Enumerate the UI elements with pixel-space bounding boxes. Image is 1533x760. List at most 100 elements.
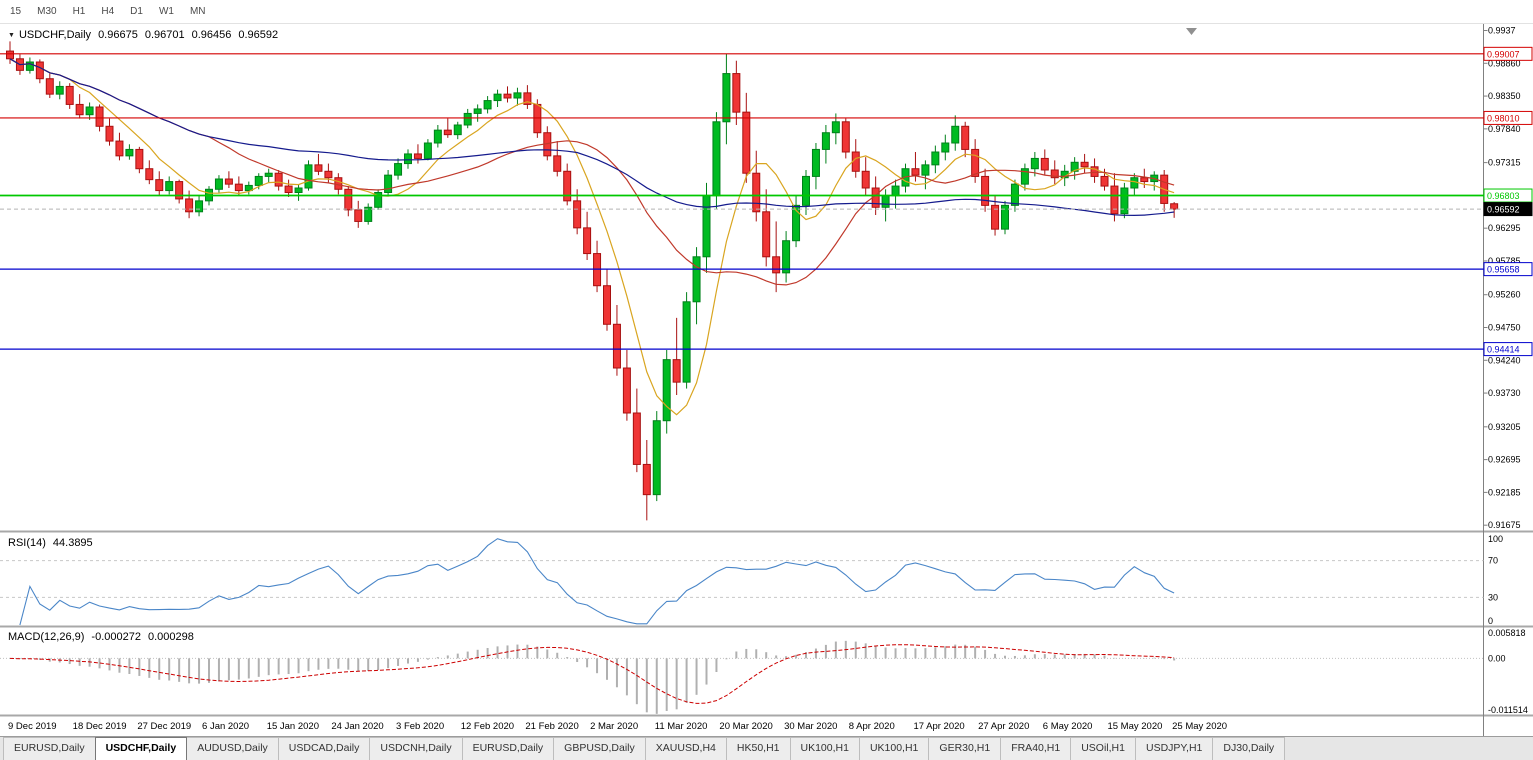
chart-tab[interactable]: FRA40,H1 <box>1000 737 1072 760</box>
chart-tab[interactable]: XAUUSD,H4 <box>644 737 727 760</box>
rsi-line <box>19 538 1175 626</box>
candle-up <box>125 148 134 157</box>
candle-down <box>732 73 741 113</box>
pane-splitter[interactable] <box>0 625 1533 628</box>
candle-down <box>861 170 870 189</box>
candle-down <box>841 121 850 153</box>
symbol-dropdown-icon[interactable]: ▼ <box>8 32 15 39</box>
chart-tab[interactable]: USDJPY,H1 <box>1134 737 1214 760</box>
price-axis-label: 0.95785 <box>1488 256 1521 266</box>
price-axis-label: 0.98350 <box>1488 91 1521 101</box>
chart-ohlc-header: ▼ USDCHF,Daily 0.96675 0.96701 0.96456 0.9659… <box>8 29 278 41</box>
chart-tab[interactable]: AUDUSD,Daily <box>186 737 279 760</box>
pane-splitter[interactable] <box>0 714 1533 717</box>
chart-tab[interactable]: UK100,H1 <box>789 737 860 760</box>
timeframe-toolbar: 15 M30 H1 H4 D1 W1 MN <box>0 0 1533 24</box>
candle-down <box>632 412 641 465</box>
chart-tab[interactable]: USDCAD,Daily <box>277 737 371 760</box>
candle-down <box>344 188 353 211</box>
candle-up <box>165 181 174 192</box>
candle-down <box>354 209 363 222</box>
chart-tab[interactable]: EURUSD,Daily <box>3 737 96 760</box>
chart-tab[interactable]: EURUSD,Daily <box>461 737 555 760</box>
rsi-label: RSI(14) <box>8 537 46 549</box>
date-axis-label: 3 Feb 2020 <box>396 721 444 732</box>
candle-down <box>413 153 422 159</box>
candle-down <box>772 256 781 274</box>
candle-up <box>1020 168 1029 185</box>
macd-axis-label: -0.011514 <box>1488 705 1528 715</box>
chart-window: 0.9937 0.98860 0.98350 0.97840 0.97315 0.9629… <box>0 24 1533 736</box>
pane-splitter[interactable] <box>0 530 1533 533</box>
candle-up <box>254 175 263 186</box>
candle-down <box>75 103 84 116</box>
chart-tab[interactable]: UK100,H1 <box>858 737 930 760</box>
candle-up <box>404 153 412 165</box>
candle-up <box>652 420 661 496</box>
candle-up <box>513 92 522 99</box>
candle-up <box>195 200 204 213</box>
price-level-tag <box>1483 342 1533 357</box>
candle-down <box>563 170 572 202</box>
candle-down <box>185 198 194 213</box>
rsi-indicator-header: RSI(14) 44.3895 <box>8 537 93 549</box>
timeframe-button-h1[interactable]: H1 <box>72 6 86 17</box>
candle-down <box>553 155 562 172</box>
price-level-tag-label: 0.94414 <box>1487 345 1520 355</box>
date-axis-label: 25 May 2020 <box>1172 721 1227 732</box>
candle-up <box>214 178 223 190</box>
chart-tab[interactable]: DJ30,Daily <box>1212 737 1286 760</box>
date-axis-label: 17 Apr 2020 <box>913 721 964 732</box>
candle-up <box>493 93 502 102</box>
price-axis-label: 0.92185 <box>1488 487 1521 497</box>
timeframe-button-h4[interactable]: H4 <box>101 6 115 17</box>
candle-down <box>6 50 14 60</box>
candle-up <box>1001 204 1009 230</box>
chart-tab[interactable]: USDCHF,Daily <box>94 737 188 760</box>
candle-up <box>364 206 373 222</box>
candle-down <box>991 204 1000 230</box>
date-axis-label: 6 Jan 2020 <box>202 721 249 732</box>
date-axis-label: 27 Dec 2019 <box>137 721 191 732</box>
timeframe-button-m30[interactable]: M30 <box>37 6 57 17</box>
price-level-tag <box>1483 110 1533 125</box>
price-chart-canvas[interactable]: 0.9937 0.98860 0.98350 0.97840 0.97315 0.9629… <box>0 24 1533 736</box>
candle-down <box>762 211 771 258</box>
chart-tab[interactable]: GBPUSD,Daily <box>553 737 646 760</box>
candle-down <box>135 148 144 170</box>
candle-up <box>483 100 492 110</box>
chart-tab[interactable]: USDCNH,Daily <box>369 737 463 760</box>
candle-up <box>374 192 383 208</box>
rsi-axis-label: 100 <box>1488 534 1503 544</box>
candle-down <box>1100 175 1109 187</box>
candle-up <box>811 148 820 177</box>
candle-down <box>1170 203 1179 210</box>
candle-down <box>155 179 164 192</box>
date-axis-label: 15 May 2020 <box>1107 721 1162 732</box>
candle-down <box>573 200 582 229</box>
price-axis-label: 0.98860 <box>1488 58 1521 68</box>
candle-up <box>264 172 273 177</box>
candle-up <box>662 359 671 422</box>
candle-up <box>294 187 303 193</box>
price-axis-label: 0.93730 <box>1488 388 1521 398</box>
timeframe-button-d1[interactable]: D1 <box>130 6 143 17</box>
ma-slow-line <box>9 58 1175 217</box>
candle-up <box>792 204 801 242</box>
timeframe-button-15[interactable]: 15 <box>10 6 22 17</box>
candle-up <box>55 85 64 95</box>
price-level-tag <box>1483 46 1533 61</box>
price-level-tag-label: 0.95658 <box>1487 265 1520 275</box>
timeframe-button-mn[interactable]: MN <box>189 6 206 17</box>
candle-down <box>115 140 124 157</box>
price-level-tag <box>1483 262 1533 277</box>
price-axis-label: 0.9937 <box>1488 26 1516 36</box>
timeframe-button-w1[interactable]: W1 <box>158 6 174 17</box>
candle-up <box>831 121 840 134</box>
date-axis-label: 30 Mar 2020 <box>784 721 837 732</box>
candle-up <box>394 163 403 176</box>
candle-down <box>961 125 970 150</box>
chart-tab[interactable]: USOil,H1 <box>1070 737 1136 760</box>
chart-tab[interactable]: HK50,H1 <box>725 737 791 760</box>
chart-tab[interactable]: GER30,H1 <box>928 737 1002 760</box>
